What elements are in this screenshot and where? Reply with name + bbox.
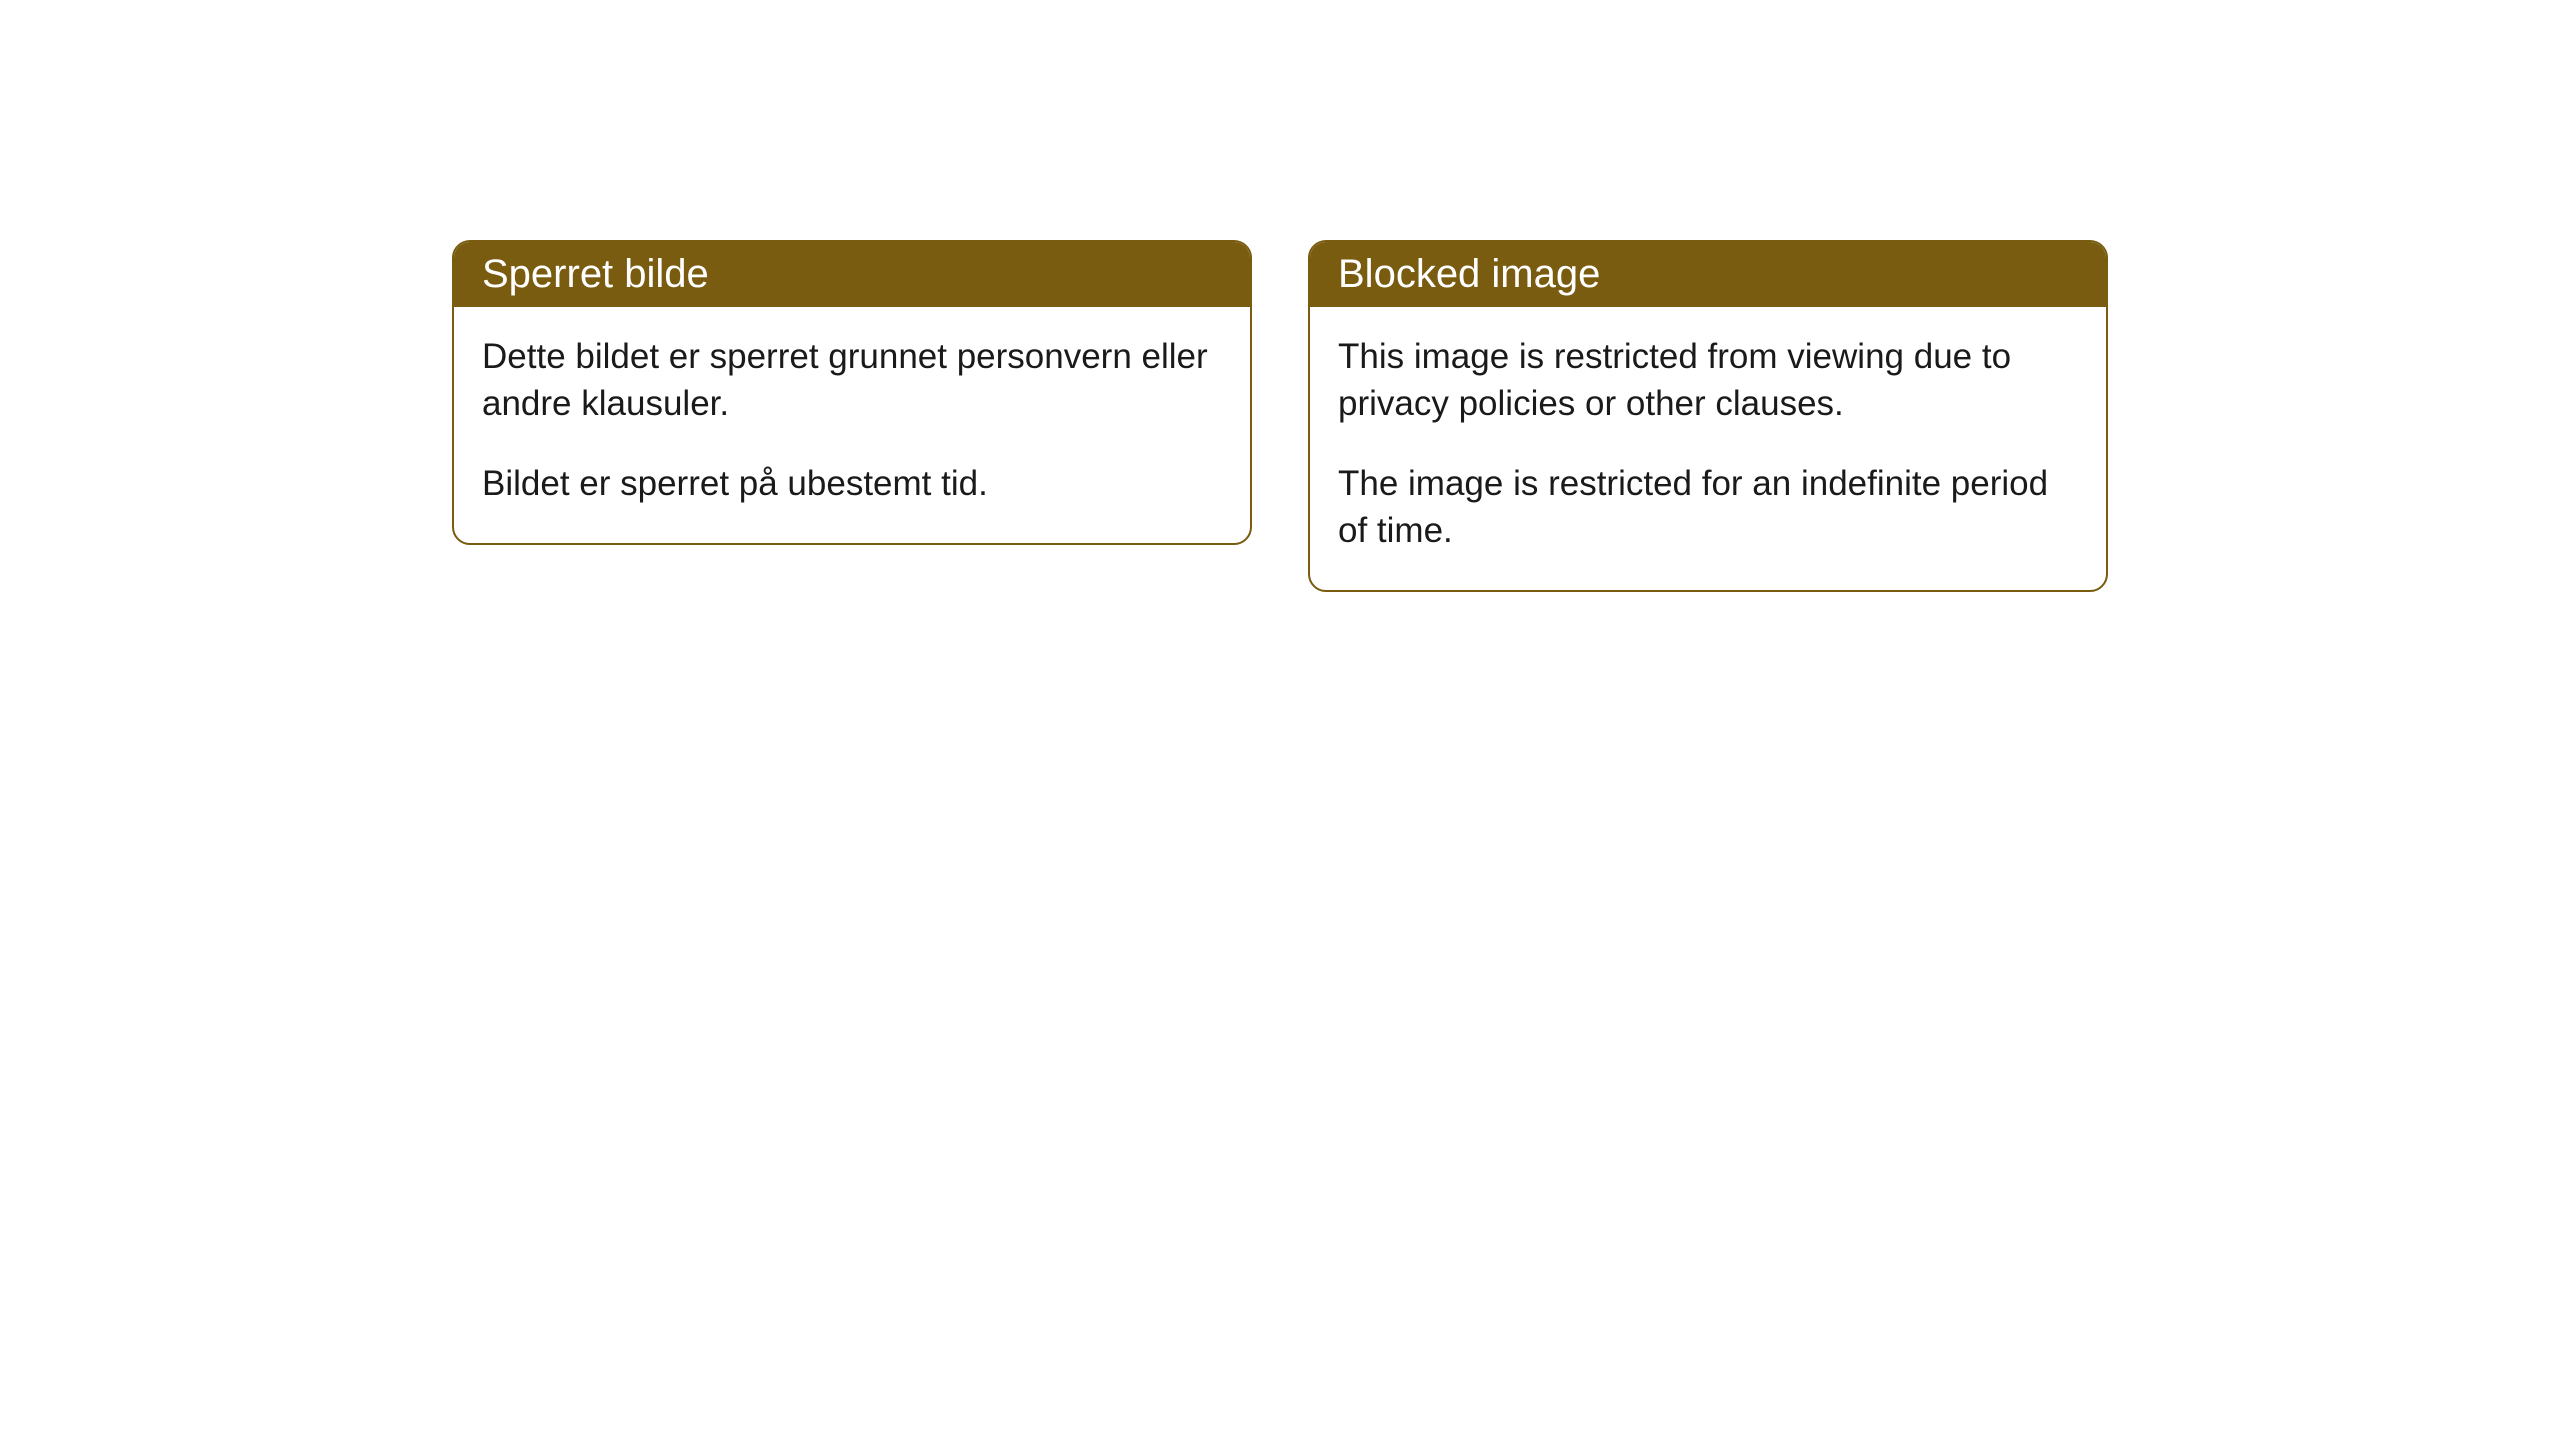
card-text-norwegian-1: Dette bildet er sperret grunnet personve… — [482, 333, 1222, 428]
card-english: Blocked image This image is restricted f… — [1308, 240, 2108, 592]
card-text-english-1: This image is restricted from viewing du… — [1338, 333, 2078, 428]
card-body-english: This image is restricted from viewing du… — [1310, 307, 2106, 590]
cards-container: Sperret bilde Dette bildet er sperret gr… — [0, 240, 2560, 592]
card-text-english-2: The image is restricted for an indefinit… — [1338, 460, 2078, 555]
card-text-norwegian-2: Bildet er sperret på ubestemt tid. — [482, 460, 1222, 507]
card-norwegian: Sperret bilde Dette bildet er sperret gr… — [452, 240, 1252, 545]
card-header-english: Blocked image — [1310, 242, 2106, 307]
card-body-norwegian: Dette bildet er sperret grunnet personve… — [454, 307, 1250, 543]
card-header-norwegian: Sperret bilde — [454, 242, 1250, 307]
